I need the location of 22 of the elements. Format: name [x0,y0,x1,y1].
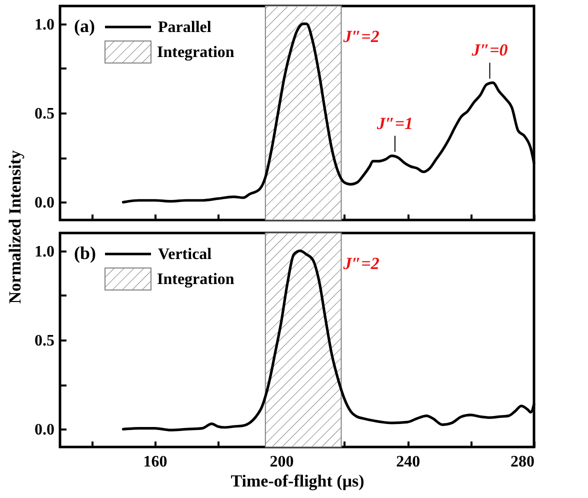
annotation: J″=2 [342,27,380,46]
y-tick-label: 0.0 [34,194,54,212]
annotation: J″=2 [342,254,380,273]
legend-label: Vertical [158,246,212,263]
y-tick-label: 1.0 [34,243,54,260]
x-axis-title: Time-of-flight (μs) [230,472,364,490]
y-tick-label: 0.5 [34,106,54,122]
x-tick-label: 280 [510,454,534,470]
y-tick-label: 0.0 [34,422,54,439]
band-label: Integration [157,271,234,288]
x-tick-label: 200 [270,454,294,470]
text: (b) [74,243,96,263]
text: (a) [74,16,95,36]
legend-label: Parallel [158,19,212,36]
annotation: J″=1 [376,114,413,133]
x-tick-label: 160 [143,454,168,470]
band-label: Integration [157,44,234,61]
y-tick-label: 1.0 [34,16,54,34]
y-axis-title: Normalized Intensity [6,150,24,304]
y-tick-label: 0.5 [34,332,54,350]
x-tick-label: 240 [396,454,420,470]
annotation: J″=0 [470,40,508,60]
